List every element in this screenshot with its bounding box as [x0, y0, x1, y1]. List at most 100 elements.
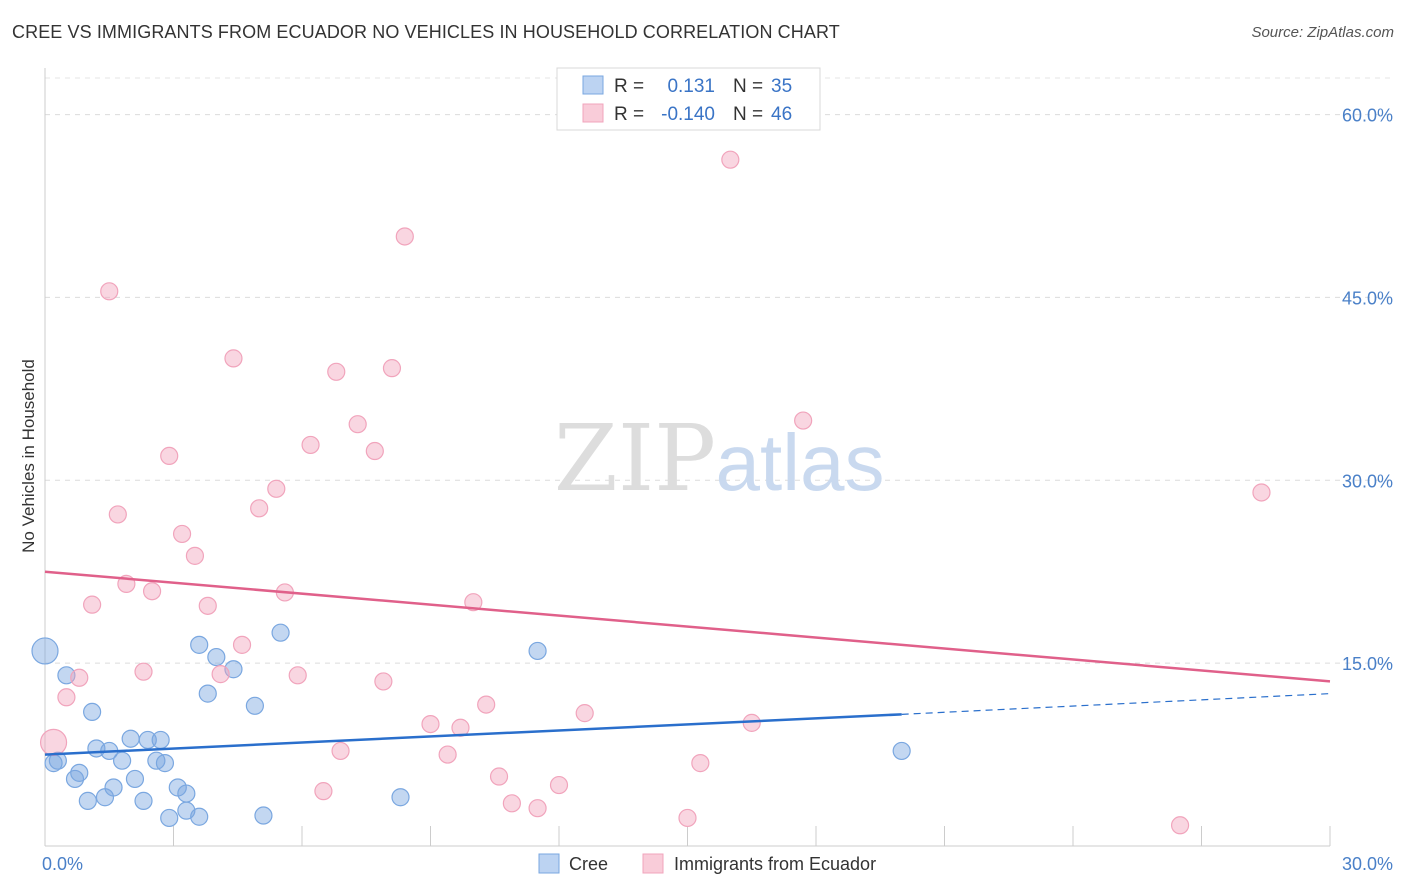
cree-point: [207, 647, 226, 667]
cree-point: [177, 784, 196, 803]
data-points: [31, 150, 1271, 835]
cree-point: [391, 788, 410, 807]
ecuador-point: [134, 662, 153, 681]
ecuador-trend-line: [44, 570, 1331, 683]
cree-point: [254, 806, 273, 825]
ecuador-point: [691, 754, 710, 773]
ecuador-point: [172, 524, 192, 544]
ecuador-point: [70, 668, 89, 687]
y-tick-label: 30.0%: [1342, 471, 1393, 491]
cree-point: [44, 754, 63, 773]
ecuador-point: [250, 499, 269, 518]
cree-point: [190, 635, 209, 654]
cree-point: [245, 696, 264, 715]
ecuador-point: [301, 435, 320, 455]
ecuador-point: [224, 349, 243, 368]
ecuador-point: [198, 596, 217, 615]
ecuador-point: [528, 799, 547, 818]
ecuador-point: [395, 227, 414, 246]
watermark-atlas: atlas: [716, 418, 885, 507]
stats-n-value-ecuador: 46: [771, 104, 792, 125]
cree-point: [160, 808, 179, 828]
cree-point: [31, 637, 59, 665]
cree-point: [138, 730, 157, 750]
tick-labels: 15.0% 30.0% 45.0% 60.0% 0.0% 30.0%: [42, 106, 1393, 874]
watermark-zip: ZIP: [554, 405, 716, 512]
stats-r-label-ecuador: R =: [614, 104, 644, 125]
cree-point: [121, 729, 140, 748]
y-axis-title: No Vehicles in Household: [19, 359, 38, 553]
ecuador-point: [267, 479, 286, 498]
stats-n-label-cree: N =: [733, 76, 763, 97]
ecuador-point: [232, 635, 252, 654]
legend-swatch-cree: [538, 853, 560, 874]
ecuador-point: [83, 595, 102, 614]
ecuador-point: [211, 665, 230, 684]
ecuador-point: [489, 767, 509, 786]
legend-label-ecuador: Immigrants from Ecuador: [674, 854, 876, 874]
ecuador-point: [374, 672, 393, 691]
trend-lines: [44, 570, 1331, 756]
stats-legend-swatch-cree: [582, 75, 604, 95]
stats-r-value-cree: 0.131: [667, 76, 715, 97]
legend-label-cree: Cree: [569, 854, 608, 874]
stats-n-label-ecuador: N =: [733, 104, 763, 125]
stats-r-label-cree: R =: [614, 76, 644, 97]
cree-point: [104, 778, 123, 797]
ecuador-point: [365, 441, 384, 461]
cree-point: [70, 763, 89, 782]
axes: [44, 68, 1331, 847]
ecuador-point: [382, 359, 402, 378]
cree-point: [112, 751, 132, 770]
cree-point: [892, 741, 911, 761]
cree-point: [198, 684, 217, 703]
ecuador-point: [314, 782, 333, 801]
ecuador-point: [185, 546, 205, 565]
ecuador-point: [464, 593, 483, 612]
cree-point: [134, 791, 153, 810]
cree-point: [125, 769, 145, 789]
ecuador-point: [348, 415, 367, 434]
ecuador-point: [142, 582, 162, 601]
ecuador-point: [721, 150, 740, 169]
stats-legend: R = 0.131 N = 35 R = -0.140 N = 46: [556, 67, 821, 131]
stats-r-value-ecuador: -0.140: [661, 104, 715, 125]
y-tick-label: 15.0%: [1342, 654, 1393, 674]
cree-point: [83, 702, 102, 722]
y-tick-label: 60.0%: [1342, 106, 1393, 126]
grid-lines: [45, 77, 1395, 664]
x-tick-label: 0.0%: [42, 854, 83, 874]
x-tick-label: 30.0%: [1342, 854, 1393, 874]
chart-title: CREE VS IMMIGRANTS FROM ECUADOR NO VEHIC…: [12, 22, 840, 42]
cree-point: [78, 791, 97, 810]
ecuador-point: [1252, 483, 1271, 502]
stats-n-value-cree: 35: [771, 76, 792, 97]
cree-point: [151, 730, 170, 750]
ecuador-point: [421, 714, 440, 734]
ecuador-point: [57, 688, 76, 707]
ecuador-point: [108, 505, 127, 524]
stats-legend-swatch-ecuador: [582, 103, 604, 123]
ecuador-point: [39, 728, 68, 756]
ecuador-point: [477, 695, 496, 714]
ecuador-point: [549, 775, 569, 795]
cree-trend-line: [44, 713, 902, 756]
cree-point: [271, 623, 290, 642]
cree-point: [155, 754, 175, 773]
ecuador-point: [678, 808, 697, 828]
ecuador-point: [331, 741, 350, 761]
legend-swatch-ecuador: [642, 853, 664, 874]
ecuador-point: [160, 446, 179, 466]
y-tick-label: 45.0%: [1342, 288, 1393, 308]
ecuador-point: [288, 666, 307, 685]
ecuador-point: [100, 282, 119, 301]
ecuador-point: [794, 411, 813, 430]
ecuador-point: [438, 745, 457, 764]
ecuador-point: [502, 794, 521, 813]
series-legend: Cree Immigrants from Ecuador: [538, 853, 876, 874]
ecuador-point: [1170, 816, 1190, 835]
source-label: Source: ZipAtlas.com: [1251, 24, 1394, 41]
ecuador-point: [327, 362, 346, 381]
cree-point: [528, 641, 547, 661]
